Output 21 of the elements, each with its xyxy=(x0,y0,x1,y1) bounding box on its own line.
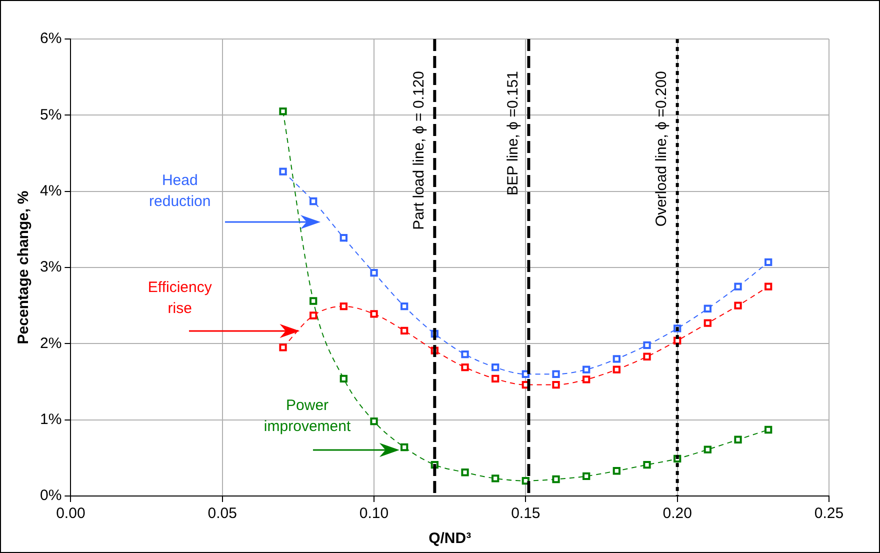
y-tick-label: 0% xyxy=(40,487,62,504)
y-tick-label: 2% xyxy=(40,334,62,352)
y-tick-label: 3% xyxy=(40,258,62,276)
y-tick-label: 6% xyxy=(40,30,62,48)
ref-line-label: Overload line, ϕ =0.200 xyxy=(652,71,670,227)
x-tick-label: 0.20 xyxy=(662,505,692,522)
text: Efficiency rise xyxy=(148,278,212,317)
ref-line-label: Part load line, ϕ = 0.120 xyxy=(410,71,428,230)
x-tick-label: 0.00 xyxy=(56,505,86,522)
text: Head reduction xyxy=(149,172,211,210)
x-axis-title: Q/ND³ xyxy=(428,530,472,548)
y-tick-label: 5% xyxy=(40,106,62,124)
x-tick-label: 0.10 xyxy=(359,505,389,522)
x-tick-label: 0.05 xyxy=(208,505,237,522)
y-tick-label: 1% xyxy=(40,410,62,428)
y-axis-title: Pecentage change, % xyxy=(15,190,32,344)
x-tick-label: 0.15 xyxy=(511,505,540,522)
x-tick-label: 0.25 xyxy=(814,505,844,522)
y-tick-label: 4% xyxy=(40,182,62,200)
ref-line-label: BEP line, ϕ =0.151 xyxy=(504,71,522,196)
series-label: Power improvement xyxy=(264,396,352,435)
